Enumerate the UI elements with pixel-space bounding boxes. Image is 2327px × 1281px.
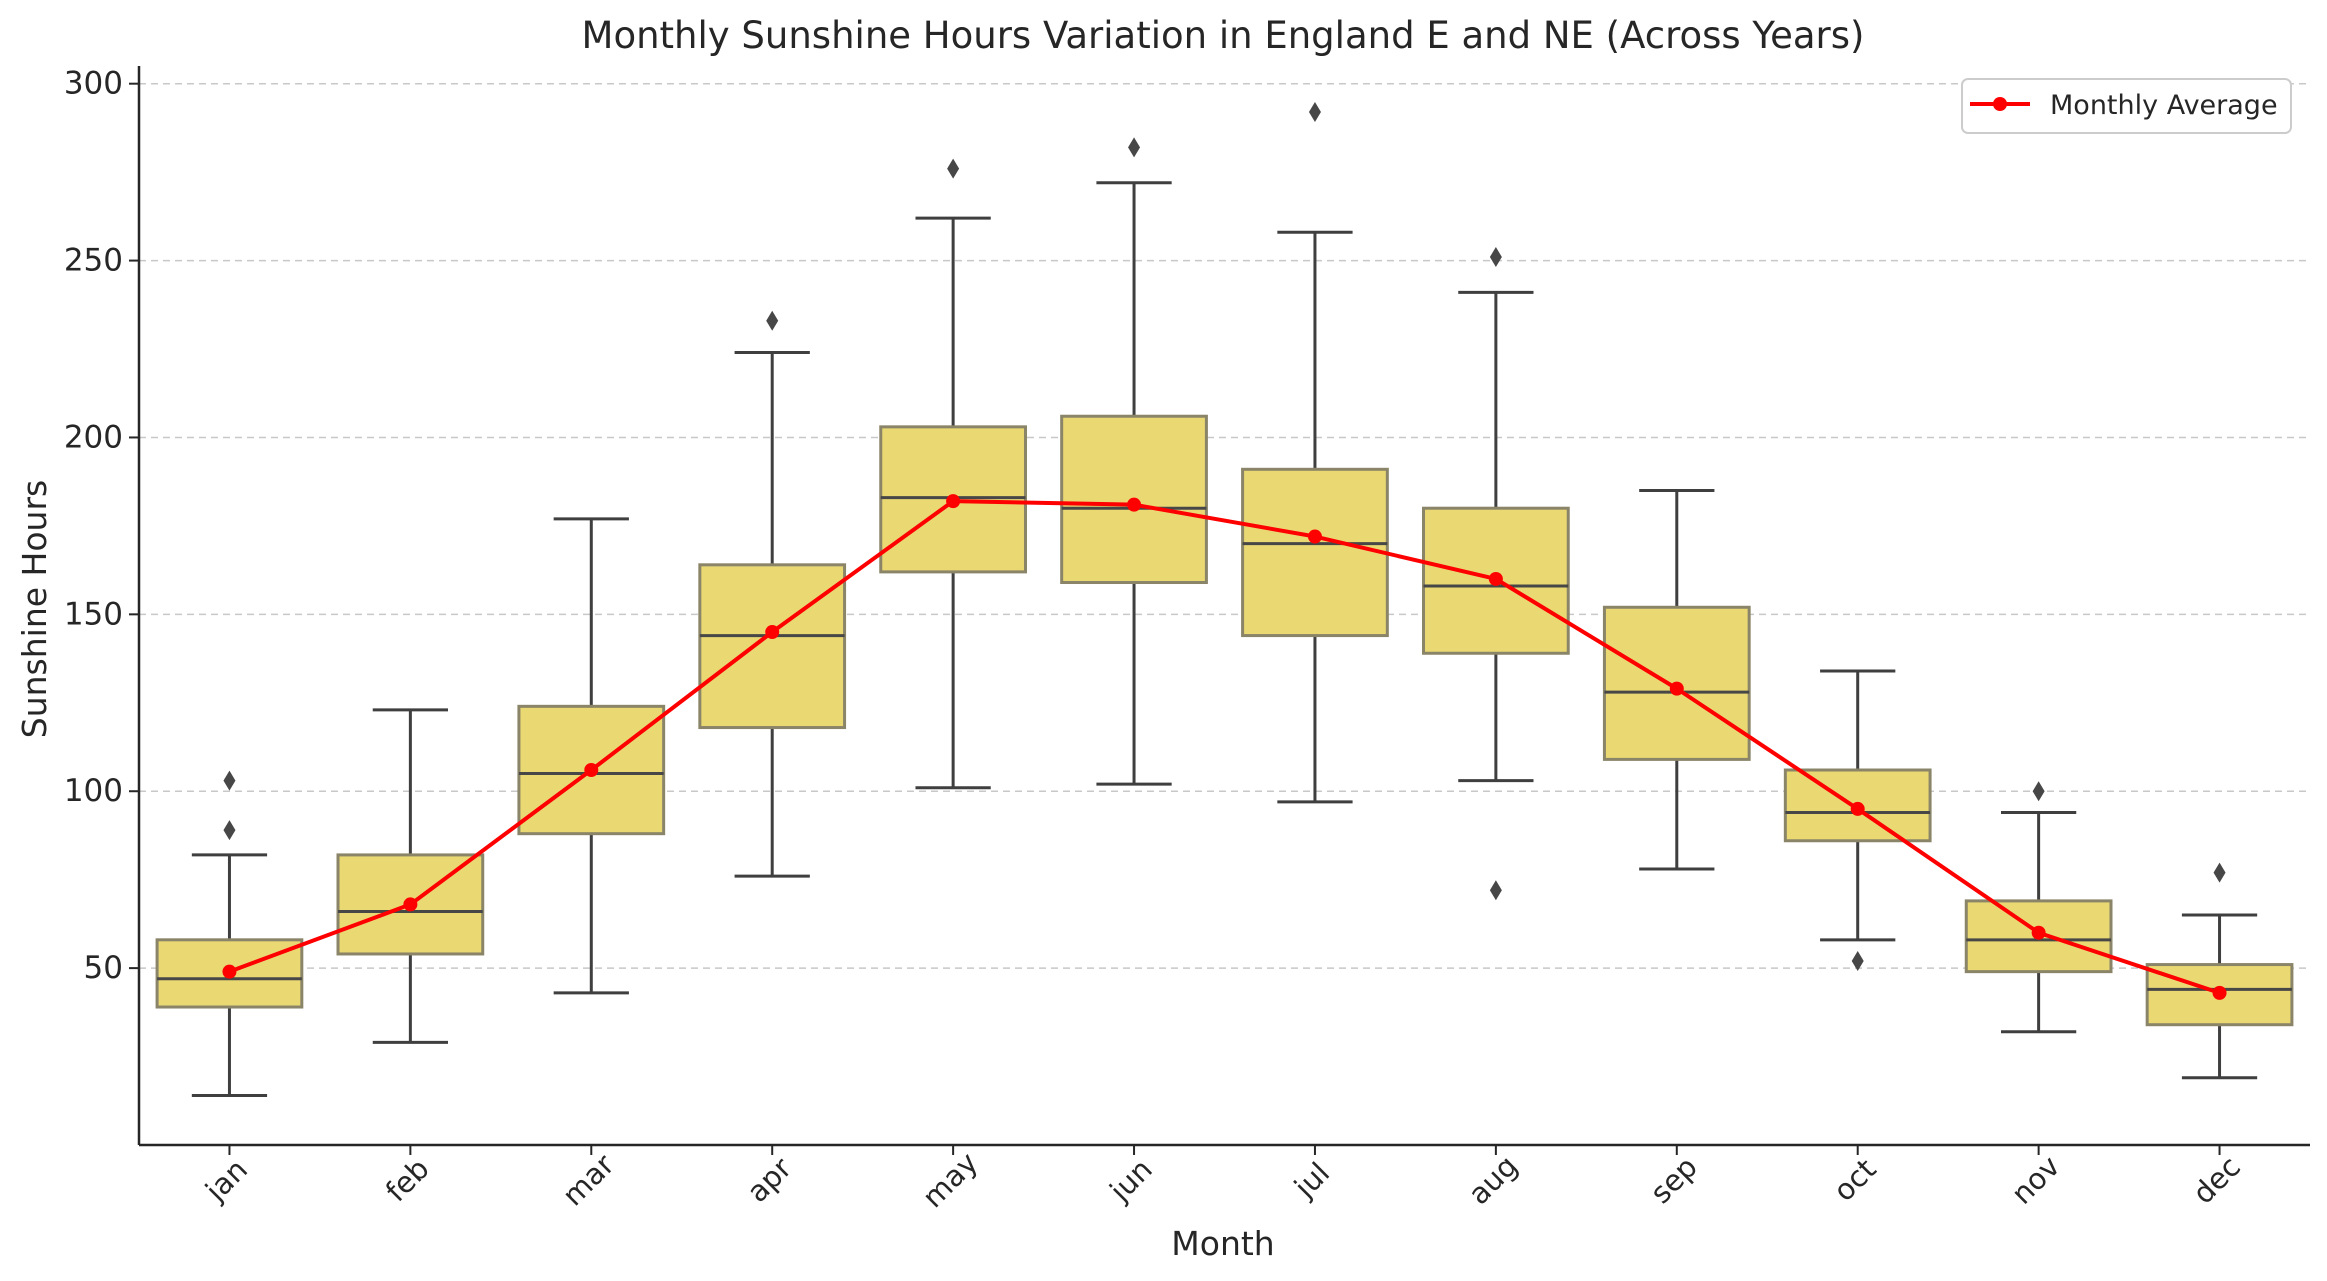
box-nov (1964, 899, 2113, 974)
box-group-jul (1241, 101, 1389, 804)
box-jul (1241, 467, 1389, 638)
x-axis-label: Month (1171, 1224, 1274, 1263)
outlier-marker (766, 310, 779, 331)
outlier-marker (223, 770, 236, 791)
box-group-feb (336, 708, 485, 1044)
outlier-marker (1851, 951, 1864, 972)
legend-marker-sample (1993, 97, 2007, 111)
y-tick-label: 300 (64, 66, 123, 102)
outlier-marker (1128, 137, 1141, 158)
legend: Monthly Average (1961, 78, 2292, 134)
box-group-jan (155, 770, 304, 1097)
outlier-marker (1489, 247, 1502, 268)
outlier-marker (2032, 781, 2045, 802)
grid-layer (139, 82, 2310, 969)
monthly-average-point-jul (1307, 529, 1322, 544)
outlier-marker (2213, 862, 2226, 883)
box-feb (336, 853, 485, 956)
monthly-average-line (227, 499, 2222, 995)
box-group-nov (1964, 781, 2113, 1034)
legend-label: Monthly Average (2050, 90, 2278, 121)
monthly-average-point-jan (222, 964, 237, 979)
outlier-marker (1489, 880, 1502, 901)
monthly-average-point-nov (2031, 925, 2046, 940)
box-apr (698, 563, 847, 730)
outlier-marker (1308, 101, 1321, 122)
y-tick-label: 250 (64, 243, 123, 279)
chart-title: Monthly Sunshine Hours Variation in Engl… (582, 14, 1865, 57)
y-tick-label: 50 (84, 950, 123, 986)
axis-layer (129, 66, 2310, 1155)
monthly-average-point-jun (1127, 497, 1142, 512)
box-layer (155, 101, 2294, 1097)
y-tick-label: 100 (64, 773, 123, 809)
monthly-average-point-apr (765, 625, 780, 640)
monthly-average-point-oct (1850, 801, 1865, 816)
outlier-marker (223, 820, 236, 841)
monthly-average-point-feb (403, 897, 418, 912)
monthly-average-point-dec (2212, 985, 2227, 1000)
box-group-apr (698, 310, 847, 878)
box-dec (2145, 963, 2294, 1027)
average-line-layer (222, 494, 2227, 1000)
y-axis-label: Sunshine Hours (15, 480, 54, 738)
monthly-average-point-may (946, 494, 961, 509)
legend-box (1961, 78, 2292, 134)
monthly-average-point-aug (1488, 571, 1503, 586)
y-tick-label: 200 (64, 419, 123, 455)
box-group-dec (2145, 862, 2294, 1080)
monthly-average-point-mar (584, 763, 599, 778)
y-tick-label: 150 (64, 596, 123, 632)
monthly-average-point-sep (1669, 681, 1684, 696)
outlier-marker (947, 158, 960, 179)
